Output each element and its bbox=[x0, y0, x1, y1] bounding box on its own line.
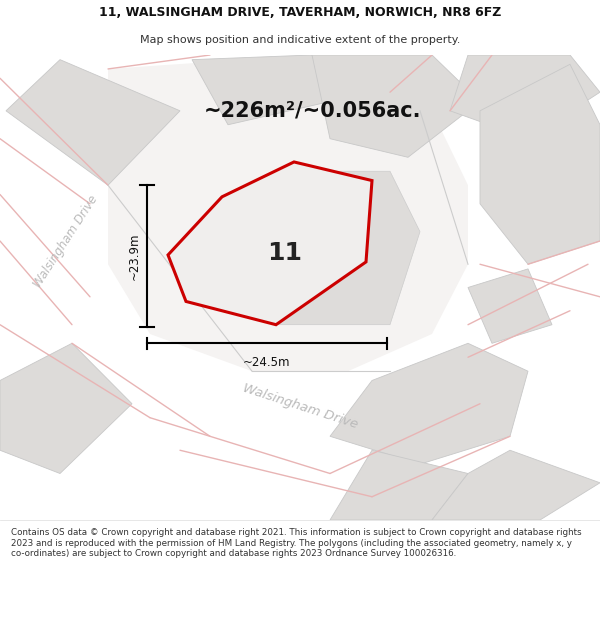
Polygon shape bbox=[480, 64, 600, 264]
Polygon shape bbox=[228, 171, 420, 325]
Polygon shape bbox=[168, 162, 372, 325]
Text: Walsingham Drive: Walsingham Drive bbox=[31, 192, 101, 289]
Text: Map shows position and indicative extent of the property.: Map shows position and indicative extent… bbox=[140, 34, 460, 44]
Polygon shape bbox=[6, 59, 180, 185]
Polygon shape bbox=[468, 269, 552, 343]
Text: Walsingham Drive: Walsingham Drive bbox=[241, 381, 359, 431]
Polygon shape bbox=[432, 450, 600, 520]
Polygon shape bbox=[192, 55, 330, 125]
Polygon shape bbox=[108, 55, 468, 371]
Polygon shape bbox=[450, 55, 600, 139]
Text: 11: 11 bbox=[268, 241, 302, 264]
Text: ~226m²/~0.056ac.: ~226m²/~0.056ac. bbox=[203, 101, 421, 121]
Polygon shape bbox=[330, 343, 528, 464]
Text: Contains OS data © Crown copyright and database right 2021. This information is : Contains OS data © Crown copyright and d… bbox=[11, 528, 581, 558]
Text: ~23.9m: ~23.9m bbox=[127, 232, 140, 280]
Polygon shape bbox=[0, 343, 132, 474]
Polygon shape bbox=[312, 55, 480, 158]
Polygon shape bbox=[330, 450, 468, 520]
Text: ~24.5m: ~24.5m bbox=[243, 356, 291, 369]
Text: 11, WALSINGHAM DRIVE, TAVERHAM, NORWICH, NR8 6FZ: 11, WALSINGHAM DRIVE, TAVERHAM, NORWICH,… bbox=[99, 6, 501, 19]
